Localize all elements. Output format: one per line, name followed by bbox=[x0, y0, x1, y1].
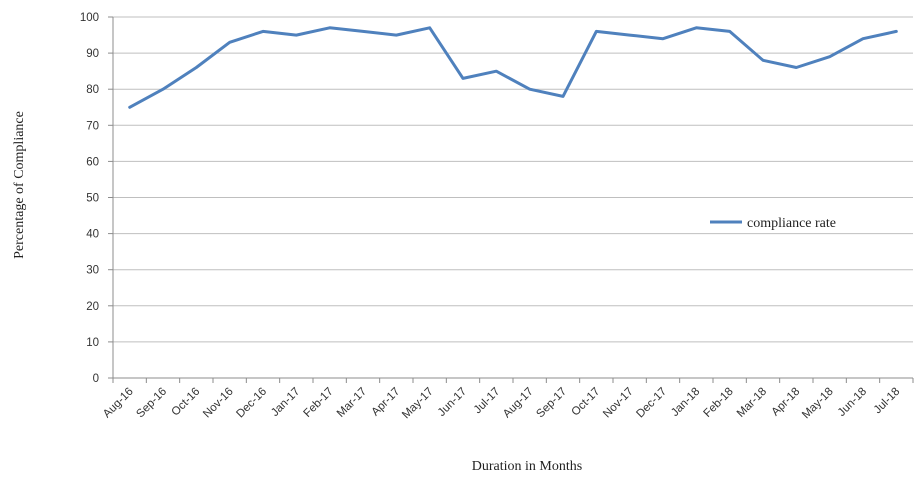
x-tick-label: Feb-17 bbox=[302, 386, 336, 420]
y-tick-label: 40 bbox=[86, 229, 99, 241]
x-tick-label: Dec-16 bbox=[234, 386, 269, 421]
y-tick-label: 30 bbox=[86, 265, 99, 277]
series-line bbox=[128, 26, 898, 109]
x-tick-label: May-18 bbox=[800, 386, 836, 422]
y-tick-label: 90 bbox=[86, 48, 99, 60]
series-layer bbox=[128, 26, 898, 109]
y-tick-label: 10 bbox=[86, 337, 99, 349]
x-tick-label: Aug-16 bbox=[101, 386, 136, 421]
y-tick-label: 60 bbox=[86, 156, 99, 168]
y-tick-label: 70 bbox=[86, 120, 99, 132]
x-tick-label: Jul-17 bbox=[472, 386, 503, 417]
x-tick-label: Aug-17 bbox=[501, 386, 536, 421]
legend-label: compliance rate bbox=[747, 216, 836, 231]
x-tick-label: Nov-17 bbox=[601, 386, 636, 421]
y-tick-label: 0 bbox=[93, 373, 99, 385]
x-tick-label: Nov-16 bbox=[201, 386, 236, 421]
legend: compliance rate bbox=[710, 216, 836, 231]
x-tick-label: Feb-18 bbox=[702, 386, 736, 420]
x-tick-label: Dec-17 bbox=[634, 386, 669, 421]
x-tick-label: Jul-18 bbox=[872, 386, 903, 417]
y-tick-label: 50 bbox=[86, 193, 99, 205]
x-tick-label: May-17 bbox=[400, 386, 436, 422]
x-tick-label: Oct-16 bbox=[170, 386, 203, 419]
x-tick-label: Jun-17 bbox=[436, 386, 469, 419]
x-tick-label: Sep-17 bbox=[534, 386, 569, 421]
x-axis-title: Duration in Months bbox=[472, 459, 582, 474]
y-tick-label: 20 bbox=[86, 301, 99, 313]
x-tick-label: Apr-18 bbox=[770, 386, 803, 419]
x-tick-label: Jan-18 bbox=[669, 386, 702, 419]
gridlines bbox=[113, 16, 913, 343]
x-tick-label: Mar-18 bbox=[735, 386, 769, 420]
y-axis-title: Percentage of Compliance bbox=[12, 111, 27, 259]
y-tick-label: 80 bbox=[86, 84, 99, 96]
x-tick-label: Jan-17 bbox=[269, 386, 302, 419]
y-tick-label: 100 bbox=[80, 12, 99, 24]
x-tick-label: Jun-18 bbox=[836, 386, 869, 419]
x-tick-label: Oct-17 bbox=[570, 386, 603, 419]
x-tick-label: Sep-16 bbox=[134, 386, 169, 421]
x-tick-label: Apr-17 bbox=[370, 386, 403, 419]
x-tick-label: Mar-17 bbox=[335, 386, 369, 420]
